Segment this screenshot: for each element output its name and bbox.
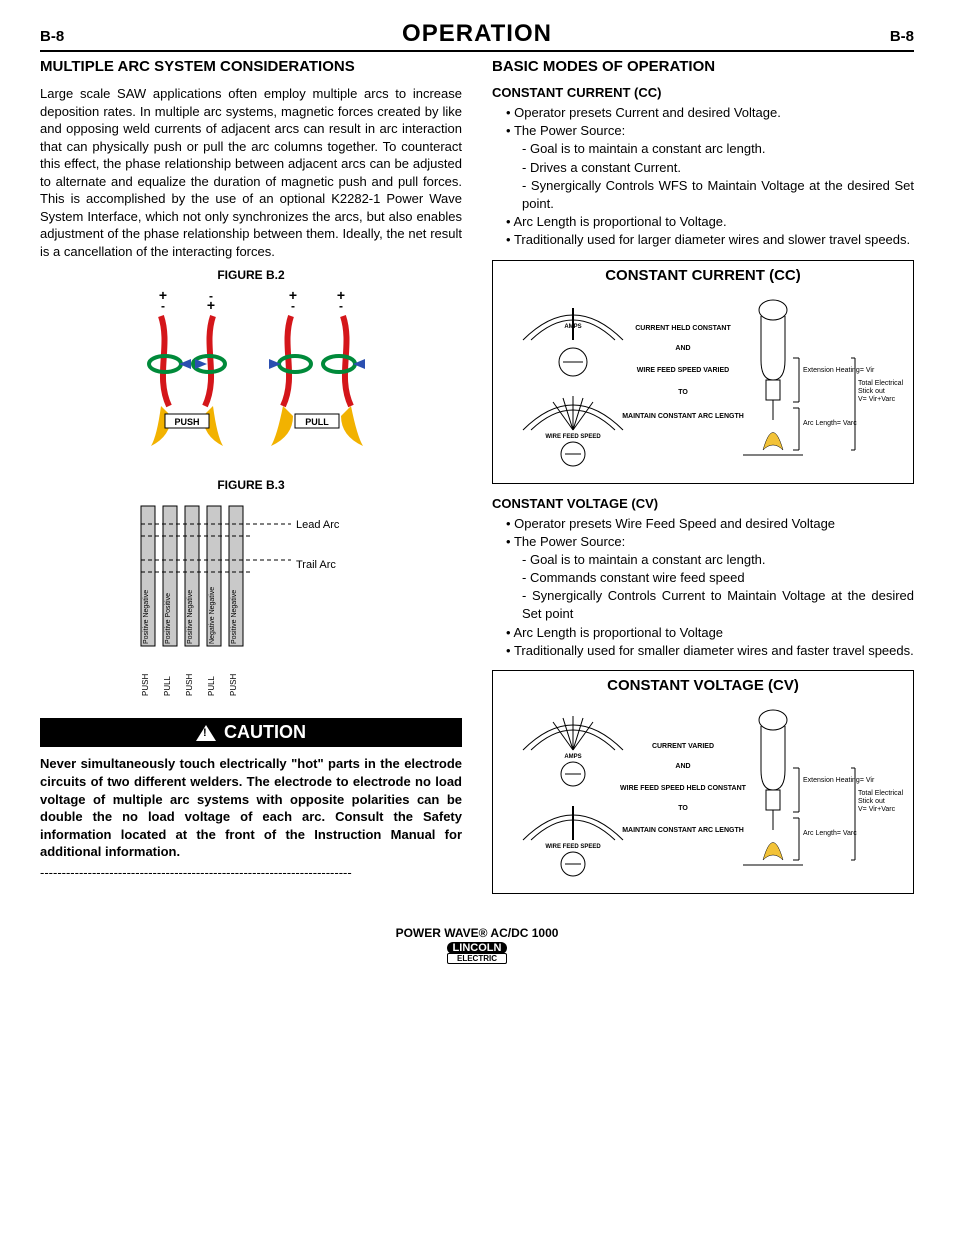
cv-title: CONSTANT VOLTAGE (CV) [492, 496, 914, 511]
svg-text:Positive Negative: Positive Negative [231, 590, 238, 644]
svg-text:Arc Length= Varc: Arc Length= Varc [803, 830, 857, 837]
svg-text:Total ElectricalStick outV= Vi: Total ElectricalStick outV= Vir+Varc [858, 790, 903, 813]
list-item: Traditionally used for smaller diameter … [506, 642, 914, 660]
list-item: Commands constant wire feed speed [522, 569, 914, 587]
cc-diagram: CONSTANT CURRENT (CC) AMPS WIRE FEED SPE… [492, 260, 914, 484]
svg-text:WIRE FEED SPEED: WIRE FEED SPEED [545, 844, 601, 850]
svg-text:CURRENT VARIED: CURRENT VARIED [652, 743, 714, 750]
list-item: Arc Length is proportional to Voltage. [506, 213, 914, 231]
svg-text:PUSH: PUSH [174, 417, 199, 427]
list-item: The Power Source: Goal is to maintain a … [506, 533, 914, 624]
svg-text:Arc Length= Varc: Arc Length= Varc [803, 420, 857, 427]
svg-text:AND: AND [675, 763, 690, 770]
svg-text:-: - [161, 299, 165, 313]
list-item: The Power Source: Goal is to maintain a … [506, 122, 914, 213]
cc-list: Operator presets Current and desired Vol… [492, 104, 914, 250]
svg-text:CURRENT HELD CONSTANT: CURRENT HELD CONSTANT [635, 325, 731, 332]
brand-sub: ELECTRIC [447, 953, 508, 964]
right-column: BASIC MODES OF OPERATION CONSTANT CURREN… [492, 58, 914, 906]
caution-banner: CAUTION [40, 718, 462, 747]
page-number-left: B-8 [40, 28, 64, 45]
product-name: POWER WAVE® AC/DC 1000 [40, 926, 914, 940]
svg-text:Lead Arc: Lead Arc [296, 519, 340, 531]
svg-text:TO: TO [678, 805, 688, 812]
figure-b2-label: FIGURE B.2 [40, 268, 462, 282]
svg-text:TO: TO [678, 389, 688, 396]
cc-title: CONSTANT CURRENT (CC) [492, 85, 914, 100]
figure-b3: Lead Arc Trail Arc Positive Negative Pos… [40, 496, 462, 706]
svg-text:Extension Heating= Vir: Extension Heating= Vir [803, 777, 875, 784]
caution-title: CAUTION [224, 722, 306, 743]
svg-text:Negative Negative: Negative Negative [209, 587, 216, 644]
svg-text:AMPS: AMPS [564, 324, 581, 330]
page-number-right: B-8 [890, 28, 914, 45]
list-item: Goal is to maintain a constant arc lengt… [522, 140, 914, 158]
svg-text:+: + [207, 297, 215, 313]
page-header: B-8 OPERATION B-8 [40, 20, 914, 52]
left-paragraph: Large scale SAW applications often emplo… [40, 85, 462, 260]
left-heading: MULTIPLE ARC SYSTEM CONSIDERATIONS [40, 58, 462, 75]
list-item: Operator presets Wire Feed Speed and des… [506, 515, 914, 533]
svg-text:Total ElectricalStick outV= Vi: Total ElectricalStick outV= Vir+Varc [858, 380, 903, 403]
list-item: Goal is to maintain a constant arc lengt… [522, 551, 914, 569]
svg-text:PUSH: PUSH [185, 674, 194, 696]
page-footer: POWER WAVE® AC/DC 1000 LINCOLN ELECTRIC [40, 926, 914, 964]
left-column: MULTIPLE ARC SYSTEM CONSIDERATIONS Large… [40, 58, 462, 906]
svg-text:AND: AND [675, 345, 690, 352]
list-item: Synergically Controls Current to Maintai… [522, 587, 914, 623]
svg-text:WIRE FEED SPEED: WIRE FEED SPEED [545, 434, 601, 440]
list-item: Synergically Controls WFS to Maintain Vo… [522, 177, 914, 213]
list-item: Traditionally used for larger diameter w… [506, 231, 914, 249]
svg-text:PULL: PULL [305, 417, 329, 427]
svg-text:WIRE FEED SPEED HELD CONSTANT: WIRE FEED SPEED HELD CONSTANT [620, 785, 747, 792]
brand-logo: LINCOLN [447, 942, 508, 954]
svg-text:Positive Positive: Positive Positive [165, 593, 172, 644]
caution-body: Never simultaneously touch electrically … [40, 755, 462, 860]
figure-b3-label: FIGURE B.3 [40, 478, 462, 492]
svg-text:-: - [339, 299, 343, 313]
svg-text:Trail Arc: Trail Arc [296, 559, 336, 571]
figure-b2: + - - + [40, 286, 462, 466]
list-item: Drives a constant Current. [522, 159, 914, 177]
svg-text:PULL: PULL [163, 676, 172, 697]
svg-text:AMPS: AMPS [564, 754, 581, 760]
svg-text:MAINTAIN CONSTANT ARC LENGTH: MAINTAIN CONSTANT ARC LENGTH [622, 413, 744, 420]
svg-text:Extension Heating= Vir: Extension Heating= Vir [803, 367, 875, 374]
svg-text:PULL: PULL [207, 676, 216, 697]
svg-text:-: - [291, 299, 295, 313]
section-title: OPERATION [402, 20, 552, 48]
cv-list: Operator presets Wire Feed Speed and des… [492, 515, 914, 661]
list-item: Arc Length is proportional to Voltage [506, 624, 914, 642]
svg-text:MAINTAIN CONSTANT ARC LENGTH: MAINTAIN CONSTANT ARC LENGTH [622, 827, 744, 834]
right-heading: BASIC MODES OF OPERATION [492, 58, 914, 75]
svg-text:Positive Negative: Positive Negative [187, 590, 194, 644]
warning-icon [196, 725, 216, 741]
cc-diagram-title: CONSTANT CURRENT (CC) [503, 267, 903, 284]
svg-text:PUSH: PUSH [229, 674, 238, 696]
cv-diagram: CONSTANT VOLTAGE (CV) AMPS WIRE FEED SPE… [492, 670, 914, 894]
svg-text:WIRE FEED SPEED VARIED: WIRE FEED SPEED VARIED [637, 367, 729, 374]
cv-diagram-title: CONSTANT VOLTAGE (CV) [503, 677, 903, 694]
svg-text:PUSH: PUSH [141, 674, 150, 696]
list-item: Operator presets Current and desired Vol… [506, 104, 914, 122]
divider-dashes: ----------------------------------------… [40, 865, 462, 880]
svg-text:Positive Negative: Positive Negative [143, 590, 150, 644]
